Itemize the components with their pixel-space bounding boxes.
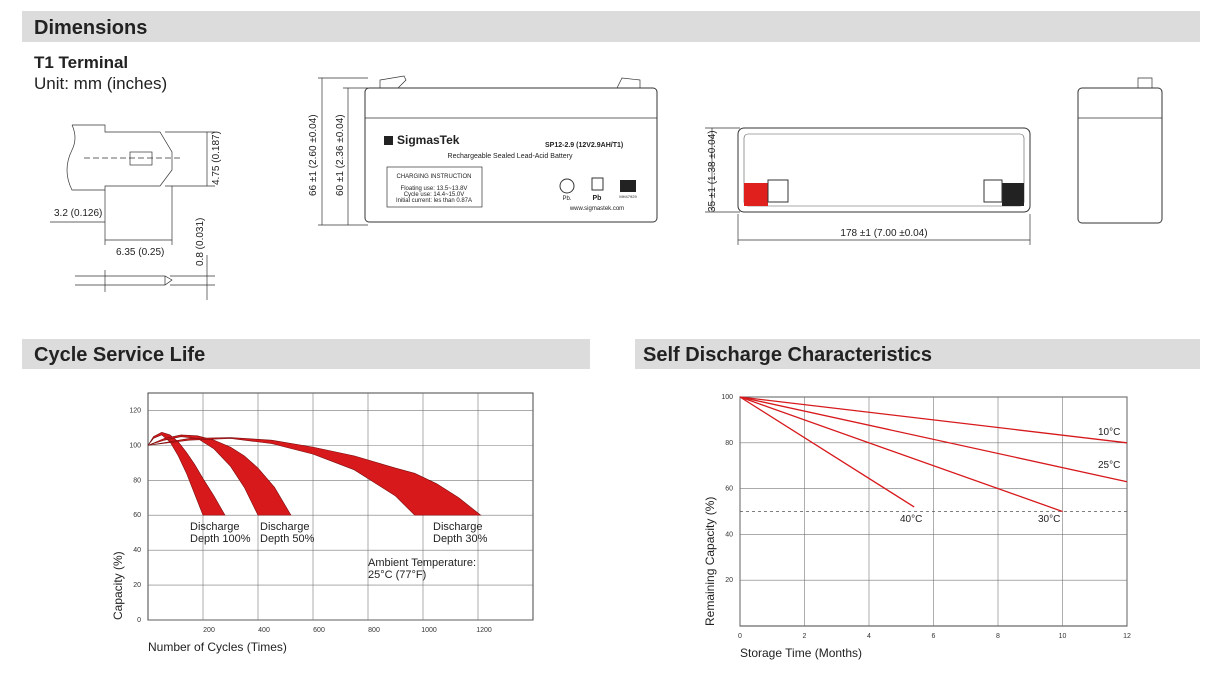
x-tick-label: 400 <box>258 627 270 634</box>
section-bar <box>635 339 1200 369</box>
charging-line: Initial current: les than 0.87A <box>396 198 472 204</box>
battery-side <box>1077 77 1163 224</box>
y-tick-label: 0 <box>137 617 141 624</box>
section-title: Dimensions <box>34 17 147 39</box>
series-label: 10°C <box>1098 427 1120 438</box>
brand: SigmasTek <box>397 133 460 147</box>
charging-line: CHARGING INSTRUCTION <box>397 174 472 180</box>
x-axis-title: Storage Time (Months) <box>740 646 862 660</box>
series-label: 25°C <box>1098 460 1120 471</box>
dimension-label: 0.8 (0.031) <box>195 218 206 266</box>
x-tick-label: 10 <box>1059 633 1067 640</box>
y-axis-title: Remaining Capacity (%) <box>703 497 717 626</box>
y-tick-label: 40 <box>133 547 141 554</box>
series-label: Discharge Depth 100% <box>190 521 251 545</box>
battery-front <box>318 75 658 226</box>
dimension-label: 3.2 (0.126) <box>54 208 102 219</box>
dimension-label: 178 ±1 (7.00 ±0.04) <box>840 228 927 239</box>
icon-label: MH47929 <box>619 194 637 199</box>
line <box>739 396 1063 513</box>
x-axis-title: Number of Cycles (Times) <box>148 640 287 654</box>
section-bar <box>22 11 1200 42</box>
y-tick-label: 60 <box>725 486 733 493</box>
series-label: Discharge Depth 30% <box>433 521 488 545</box>
line <box>739 396 1128 483</box>
y-tick-label: 120 <box>129 407 141 414</box>
series-label: 30°C <box>1038 514 1060 525</box>
model: SP12-2.9 (12V2.9AH/T1) <box>545 142 623 149</box>
x-tick-label: 0 <box>738 633 742 640</box>
y-axis-title: Capacity (%) <box>111 551 125 620</box>
icon-label: Pb. <box>562 196 571 202</box>
band <box>147 437 482 516</box>
x-tick-label: 200 <box>203 627 215 634</box>
dimension-label: 66 ±1 (2.60 ±0.04) <box>308 114 319 196</box>
subtitle: Rechargeable Sealed Lead-Acid Battery <box>448 153 573 160</box>
unit: Unit: mm (inches) <box>34 74 167 93</box>
x-tick-label: 2 <box>803 633 807 640</box>
charging-line: Cycle use: 14.4~15.0V <box>404 192 465 198</box>
x-tick-label: 4 <box>867 633 871 640</box>
icon-label: Pb <box>593 195 602 202</box>
y-tick-label: 60 <box>133 512 141 519</box>
x-tick-label: 8 <box>996 633 1000 640</box>
y-tick-label: 100 <box>129 442 141 449</box>
dimension-label: 35 ±1 (1.38 ±0.04) <box>707 130 718 212</box>
x-tick-label: 600 <box>313 627 325 634</box>
y-tick-label: 20 <box>725 577 733 584</box>
series-label: Discharge Depth 50% <box>260 521 315 545</box>
dimension-label: 60 ±1 (2.36 ±0.04) <box>335 114 346 196</box>
x-tick-label: 12 <box>1123 633 1131 640</box>
y-tick-label: 40 <box>725 531 733 538</box>
y-tick-label: 20 <box>133 582 141 589</box>
x-tick-label: 1000 <box>421 627 437 634</box>
x-tick-label: 6 <box>932 633 936 640</box>
dimension-label: 4.75 (0.187) <box>211 131 222 185</box>
dimension-label: 6.35 (0.25) <box>116 247 164 258</box>
terminal-title: T1 Terminal <box>34 53 128 72</box>
x-tick-label: 800 <box>368 627 380 634</box>
section-bar <box>22 339 590 369</box>
line <box>739 396 1128 444</box>
website: www.sigmastek.com <box>569 206 624 212</box>
y-tick-label: 80 <box>133 477 141 484</box>
x-tick-label: 1200 <box>476 627 492 634</box>
battery-top <box>705 127 1031 245</box>
terminal-drawing <box>50 124 215 300</box>
band <box>147 431 226 516</box>
charging-line: Floating use: 13.5~13.8V <box>401 186 468 192</box>
series-label: 40°C <box>900 514 922 525</box>
y-tick-label: 80 <box>725 440 733 447</box>
section-title: Cycle Service Life <box>34 344 205 366</box>
line <box>739 396 915 508</box>
annotation: Ambient Temperature: 25°C (77°F) <box>368 557 477 581</box>
y-tick-label: 100 <box>721 394 733 401</box>
section-title: Self Discharge Characteristics <box>643 344 932 366</box>
